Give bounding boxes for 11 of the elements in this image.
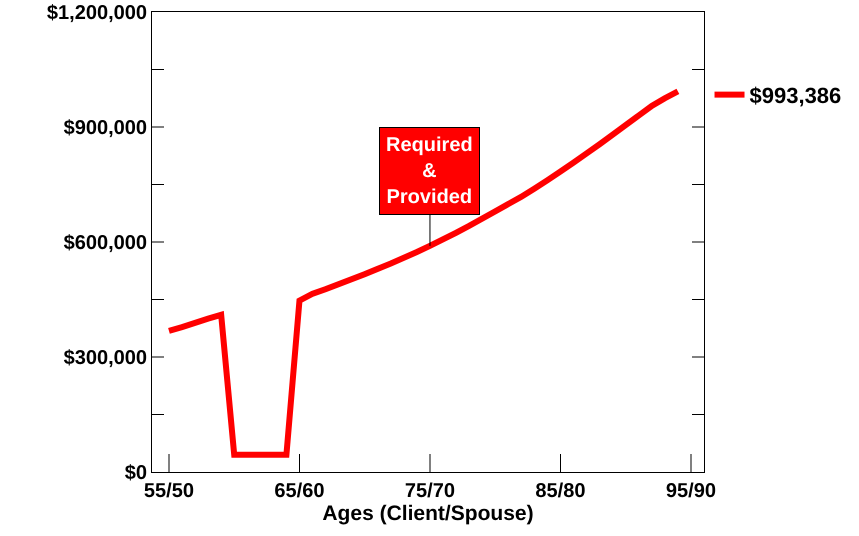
y-tick-label: $900,000 bbox=[64, 117, 147, 139]
y-tick-label: $1,200,000 bbox=[46, 2, 147, 24]
annotation: Required & Provided bbox=[386, 134, 473, 208]
x-tick-label: 85/80 bbox=[535, 480, 586, 502]
y-tick-label: $300,000 bbox=[64, 347, 147, 369]
x-tick-label: 75/70 bbox=[404, 480, 455, 502]
x-tick-label: 95/90 bbox=[666, 480, 716, 502]
legend-label: $993,386 bbox=[750, 83, 842, 108]
x-axis-title: Ages (Client/Spouse) bbox=[322, 502, 534, 526]
y-tick-label: $600,000 bbox=[64, 232, 147, 254]
x-tick-label: 65/60 bbox=[274, 480, 324, 502]
